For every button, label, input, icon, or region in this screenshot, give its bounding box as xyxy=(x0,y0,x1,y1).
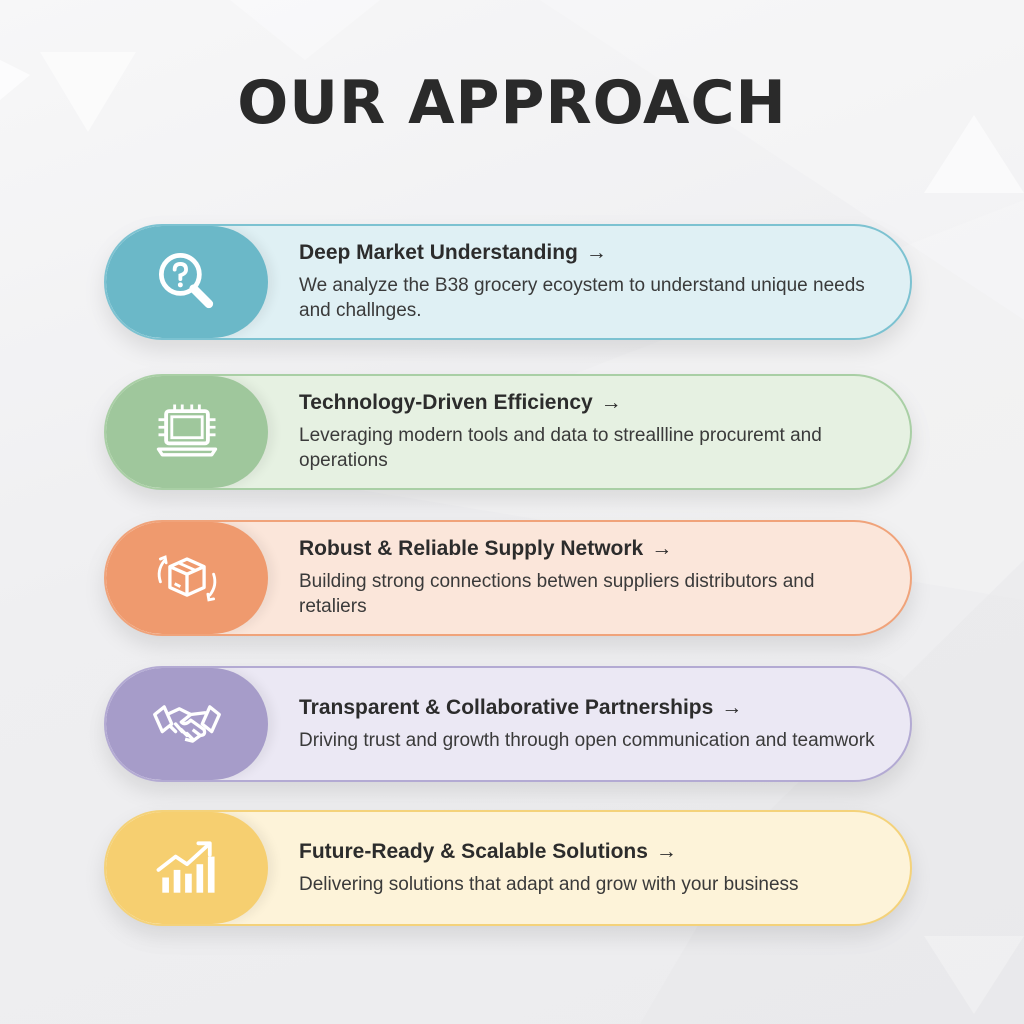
card-title: Future-Ready & Scalable Solutions → xyxy=(299,840,880,864)
card-title-text: Future-Ready & Scalable Solutions xyxy=(299,839,648,863)
card-description: Driving trust and growth through open co… xyxy=(299,729,875,751)
card-title: Deep Market Understanding → xyxy=(299,241,880,265)
arrow-right-icon: → xyxy=(585,241,607,264)
card-description: We analyze the B38 grocery ecoystem to u… xyxy=(299,275,865,321)
card-description: Leveraging modern tools and data to stre… xyxy=(299,425,822,471)
card-icon-area xyxy=(106,812,268,924)
card-title-text: Technology-Driven Efficiency xyxy=(299,391,593,414)
card-title-text: Transparent & Collaborative Partnerships xyxy=(299,695,714,719)
arrow-right-icon: → xyxy=(600,391,622,414)
growth-chart-icon xyxy=(156,841,215,893)
approach-card-supply-network[interactable]: Robust & Reliable Supply Network → Buildi… xyxy=(104,520,912,636)
approach-card-partnerships[interactable]: Transparent & Collaborative Partnerships… xyxy=(104,666,912,782)
card-icon-area xyxy=(106,376,268,488)
card-title: Transparent & Collaborative Partnerships… xyxy=(299,696,880,720)
approach-card-scalable-solutions[interactable]: Future-Ready & Scalable Solutions → Deliv… xyxy=(104,810,912,926)
card-title: Technology-Driven Efficiency → xyxy=(299,391,880,415)
card-title-text: Robust & Reliable Supply Network xyxy=(299,537,644,560)
card-title-text: Deep Market Understanding xyxy=(299,241,578,264)
approach-card-technology-efficiency[interactable]: Technology-Driven Efficiency → Leveraging… xyxy=(104,374,912,490)
card-title: Robust & Reliable Supply Network → xyxy=(299,537,880,561)
card-icon-area xyxy=(106,226,268,338)
approach-card-market-understanding[interactable]: Deep Market Understanding → We analyze th… xyxy=(104,224,912,340)
page-title: OUR APPROACH xyxy=(237,68,787,138)
laptop-chip-icon xyxy=(156,404,218,457)
card-description: Delivering solutions that adapt and grow… xyxy=(299,873,799,895)
box-cycle-icon xyxy=(157,555,217,602)
arrow-right-icon: → xyxy=(721,695,743,719)
magnifier-question-icon xyxy=(158,253,214,309)
arrow-right-icon: → xyxy=(651,537,673,560)
card-icon-area xyxy=(106,668,268,780)
card-icon-area xyxy=(106,522,268,634)
handshake-icon xyxy=(153,705,221,743)
card-description: Building strong connections betwen suppl… xyxy=(299,571,815,617)
arrow-right-icon: → xyxy=(655,839,677,863)
